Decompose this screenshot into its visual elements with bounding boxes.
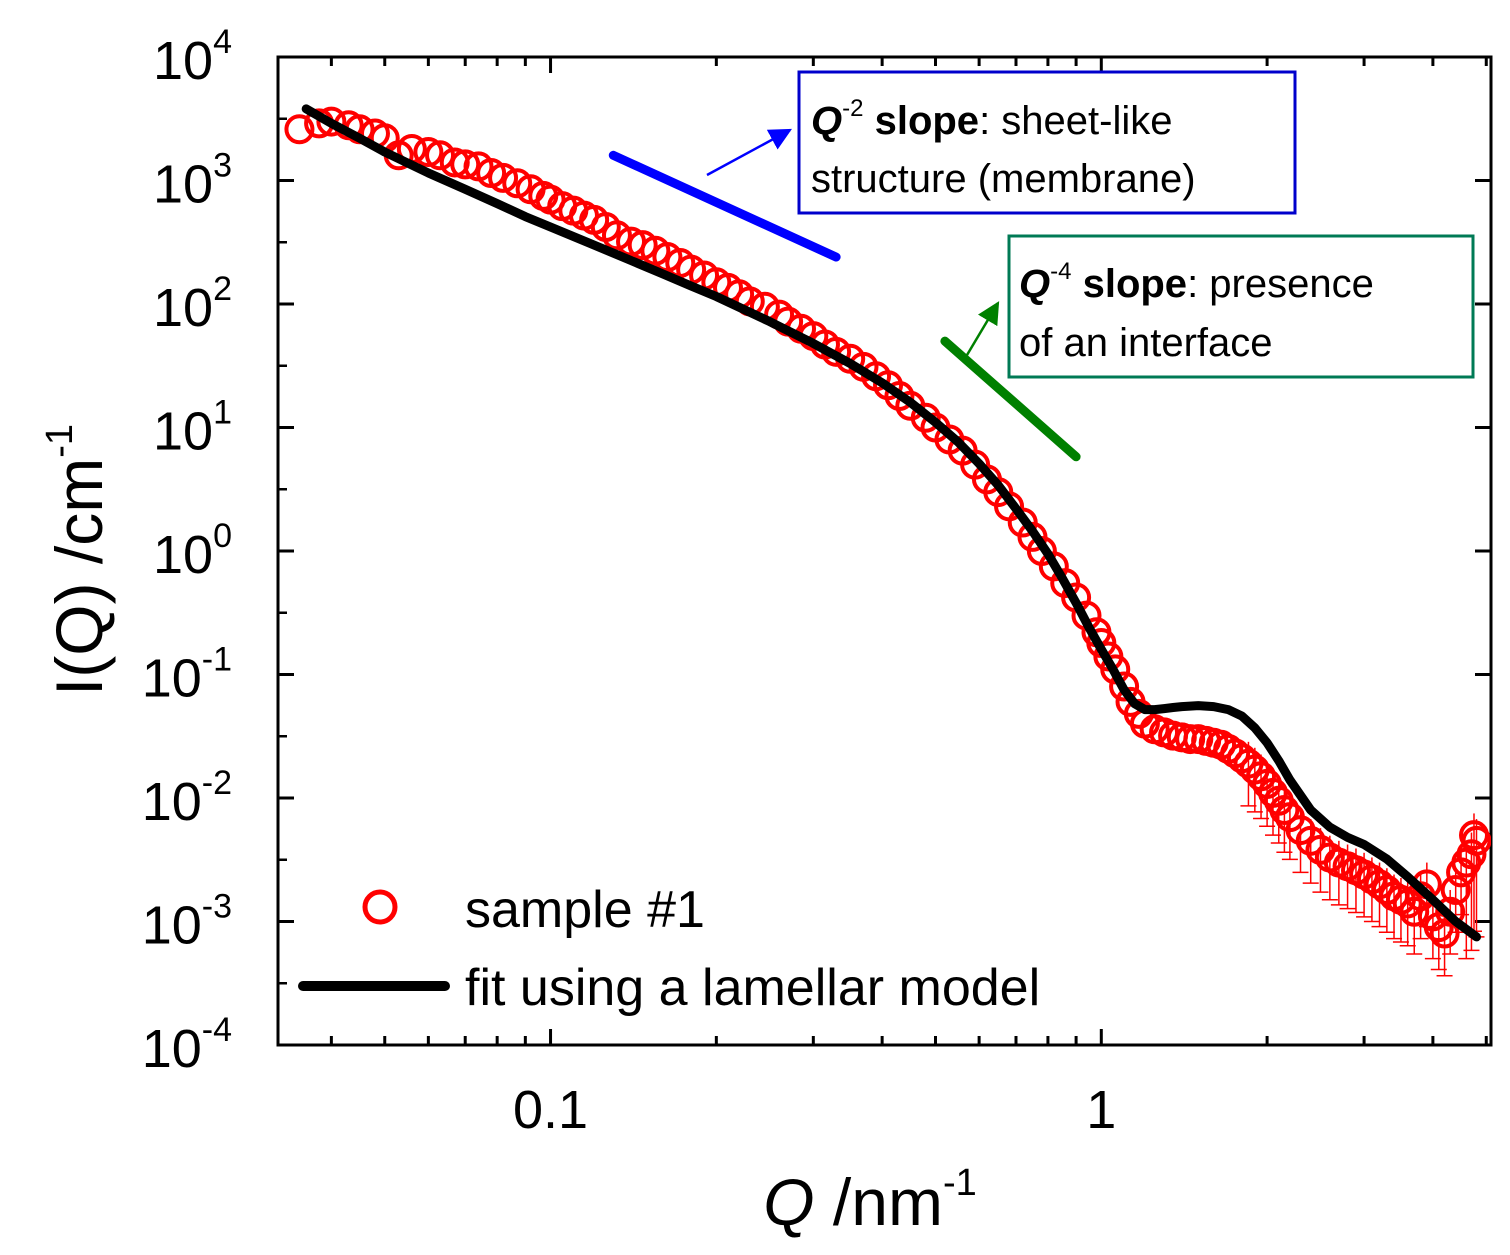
y-tick-label: 10-2 <box>142 764 232 832</box>
data-point <box>284 114 315 145</box>
y-axis-label: I(Q) /cm <box>42 458 116 696</box>
y-tick-base: 10 <box>142 1019 202 1079</box>
y-tick-exponent: 4 <box>213 23 232 61</box>
data-point <box>1399 896 1430 927</box>
annotation-q4-rest: : presence <box>1187 262 1374 306</box>
y-tick-label: 10-1 <box>142 641 232 709</box>
annotation-q2-rest: : sheet-like <box>979 99 1172 143</box>
slope-line-q4 <box>940 336 1081 462</box>
data-point <box>425 140 456 171</box>
data-point <box>316 106 347 137</box>
x-axis-exponent: -1 <box>943 1162 977 1204</box>
annotation-q4-bold: slope <box>1071 262 1187 306</box>
annotation-q2-symbol: Q <box>811 99 842 143</box>
y-tick-exponent: -3 <box>202 888 232 926</box>
y-tick-exponent: 0 <box>213 517 232 555</box>
y-tick-exponent: -1 <box>202 641 232 679</box>
x-axis-symbol: Q <box>763 1165 814 1239</box>
x-tick-labels: 0.1 1 <box>513 1080 1116 1140</box>
y-tick-label: 104 <box>153 23 232 91</box>
data-point <box>1456 839 1487 870</box>
annotation-q4-line2: of an interface <box>1019 321 1273 365</box>
data-point <box>1440 874 1471 905</box>
y-tick-base: 10 <box>142 896 202 956</box>
y-tick-label: 10-3 <box>142 888 232 956</box>
y-tick-label: 103 <box>153 147 232 215</box>
annotation-q4-symbol: Q <box>1019 262 1050 306</box>
y-tick-base: 10 <box>142 772 202 832</box>
data-point <box>1269 794 1300 825</box>
data-point <box>910 402 941 433</box>
y-tick-exponent: 3 <box>213 147 232 185</box>
y-tick-base: 10 <box>153 31 213 91</box>
data-point <box>502 168 533 199</box>
fit-line <box>301 104 1481 942</box>
annotation-q2-bold: slope <box>863 99 979 143</box>
data-point <box>1461 825 1491 856</box>
data-point <box>488 162 519 193</box>
legend-label-fit: fit using a lamellar model <box>465 959 1040 1017</box>
annotation-q2-title: Q-2 slope: sheet-like <box>811 95 1172 143</box>
annotation-q2-line2: structure (membrane) <box>811 157 1196 201</box>
annotation-q4-box <box>1007 234 1475 379</box>
y-tick-exponent: -2 <box>202 764 232 802</box>
data-point <box>601 220 632 251</box>
annotation-q4-exponent: -4 <box>1050 258 1071 285</box>
annotation-q4: Q-4 slope: presence of an interface <box>965 234 1475 379</box>
data-point <box>1295 825 1326 856</box>
y-axis-title: I(Q) /cm-1 <box>39 424 116 696</box>
y-tick-base: 10 <box>153 525 213 585</box>
annotation-q2-arrow <box>706 128 792 177</box>
axis-ticks <box>278 55 1491 1047</box>
legend-marker-sample <box>362 889 398 925</box>
annotation-q4-title: Q-4 slope: presence <box>1019 258 1374 306</box>
y-tick-base: 10 <box>153 155 213 215</box>
annotation-q2: Q-2 slope: sheet-like structure (membran… <box>706 70 1297 215</box>
y-tick-base: 10 <box>153 402 213 462</box>
data-point <box>413 137 444 168</box>
sample-markers <box>284 106 1491 949</box>
data-point <box>1356 864 1387 895</box>
data-point <box>1435 896 1466 927</box>
y-tick-base: 10 <box>153 278 213 338</box>
y-tick-exponent: -4 <box>202 1011 232 1049</box>
y-tick-label: 10-4 <box>142 1011 232 1079</box>
y-tick-base: 10 <box>142 649 202 709</box>
annotation-q2-exponent: -2 <box>842 95 863 122</box>
data-point <box>1109 671 1140 702</box>
annotation-q2-box <box>797 70 1297 215</box>
x-axis-unit: /nm <box>815 1165 943 1239</box>
x-tick-label: 1 <box>1086 1080 1116 1140</box>
slope-line-q2 <box>608 150 841 262</box>
legend-label-sample: sample #1 <box>465 881 705 939</box>
y-tick-label: 101 <box>153 394 232 462</box>
y-tick-exponent: 2 <box>213 270 232 308</box>
legend: sample #1 fit using a lamellar model <box>298 881 1040 1017</box>
data-point <box>1429 918 1460 949</box>
x-axis-title: Q /nm-1 <box>763 1162 977 1239</box>
x-tick-label: 0.1 <box>513 1080 588 1140</box>
annotation-q4-arrow <box>965 301 1000 356</box>
y-tick-label: 100 <box>153 517 232 585</box>
y-tick-exponent: 1 <box>213 394 232 432</box>
y-tick-label: 102 <box>153 270 232 338</box>
data-point <box>450 149 481 180</box>
y-axis-exponent: -1 <box>39 424 81 458</box>
